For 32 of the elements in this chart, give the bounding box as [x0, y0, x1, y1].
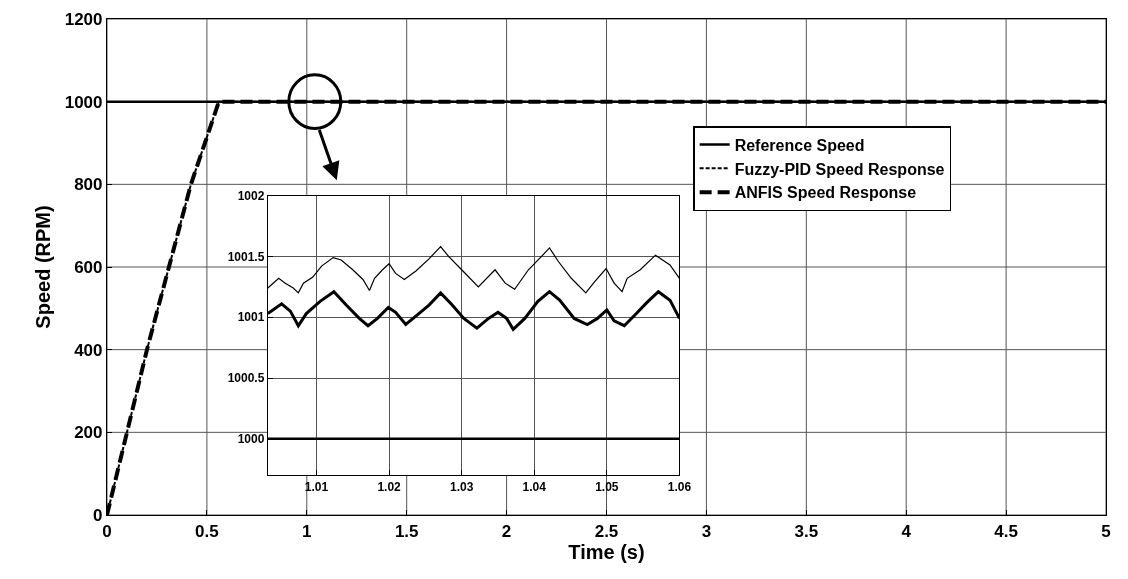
x-tick-label: 1.01: [304, 479, 329, 494]
y-tick-label: 1001: [237, 310, 265, 325]
x-tick-label: 4.5: [994, 521, 1018, 541]
legend-label: Reference Speed: [734, 136, 865, 154]
y-tick-label: 200: [74, 423, 103, 443]
y-tick-label: 1000.5: [227, 371, 265, 386]
y-tick-label: 0: [93, 505, 103, 525]
x-tick-label: 1: [302, 521, 312, 541]
x-tick-label: 2: [501, 521, 512, 541]
x-tick-label: 1.02: [377, 479, 402, 494]
y-tick-label: 400: [74, 340, 103, 360]
y-tick-label: 1001.5: [227, 249, 265, 264]
x-tick-label: 5: [1101, 521, 1111, 541]
x-tick-label: 1.06: [667, 479, 692, 494]
y-tick-label: 1000: [64, 92, 103, 112]
y-tick-label: 800: [74, 175, 103, 195]
x-tick-label: 3: [701, 521, 712, 541]
x-tick-label: 4: [901, 521, 912, 541]
y-axis-title: Speed (RPM): [32, 205, 55, 329]
x-tick-label: 3.5: [794, 521, 819, 541]
x-tick-label: 1.03: [449, 479, 474, 494]
y-tick-label: 600: [74, 257, 103, 277]
legend-label: ANFIS Speed Response: [734, 184, 917, 202]
x-tick-label: 1.5: [394, 521, 419, 541]
y-tick-label: 1000: [237, 432, 265, 447]
legend-label: Fuzzy-PID Speed Response: [734, 160, 945, 178]
x-tick-label: 1.04: [522, 479, 547, 494]
y-tick-label: 1002: [237, 188, 265, 203]
x-tick-label: 2.5: [594, 521, 619, 541]
x-axis-title: Time (s): [568, 540, 645, 563]
y-tick-label: 1200: [64, 9, 103, 29]
x-tick-label: 0.5: [195, 521, 219, 541]
